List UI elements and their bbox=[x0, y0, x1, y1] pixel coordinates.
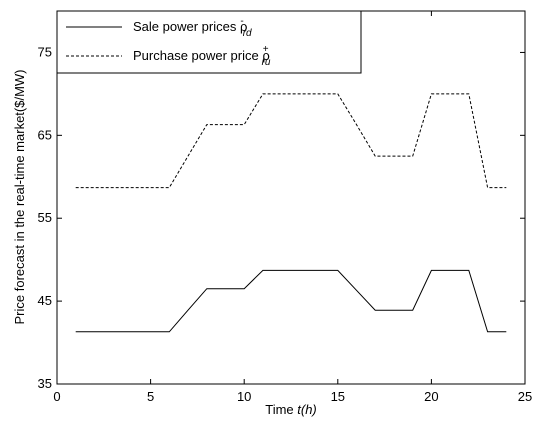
series-line-sale bbox=[75, 269, 507, 333]
y-tick-label: 45 bbox=[38, 293, 52, 308]
y-tick-label: 35 bbox=[38, 376, 52, 391]
y-axis-label: Price forecast in the real-time market($… bbox=[12, 69, 27, 324]
legend: Sale power prices ρ-rd Purchase power pr… bbox=[56, 10, 362, 74]
x-tick-label: 15 bbox=[331, 389, 345, 404]
x-tick-label: 20 bbox=[424, 389, 438, 404]
axis-tick-labels: 0 5 10 15 20 25 35 45 55 65 75 bbox=[38, 44, 533, 404]
x-tick-label: 5 bbox=[147, 389, 154, 404]
x-tick-label: 0 bbox=[53, 389, 60, 404]
y-tick-label: 55 bbox=[38, 210, 52, 225]
y-tick-label: 65 bbox=[38, 127, 52, 142]
x-tick-label: 10 bbox=[237, 389, 251, 404]
y-tick-label: 75 bbox=[38, 44, 52, 59]
series-layer bbox=[75, 93, 507, 333]
legend-box bbox=[56, 10, 362, 74]
x-tick-label: 25 bbox=[518, 389, 532, 404]
legend-label-purchase: Purchase power price ρ+ ru bbox=[133, 44, 271, 68]
legend-label-sale: Sale power prices ρ-rd bbox=[133, 16, 252, 39]
x-axis-label: Time t(h) bbox=[265, 402, 317, 417]
series-line-purchase bbox=[75, 93, 507, 189]
